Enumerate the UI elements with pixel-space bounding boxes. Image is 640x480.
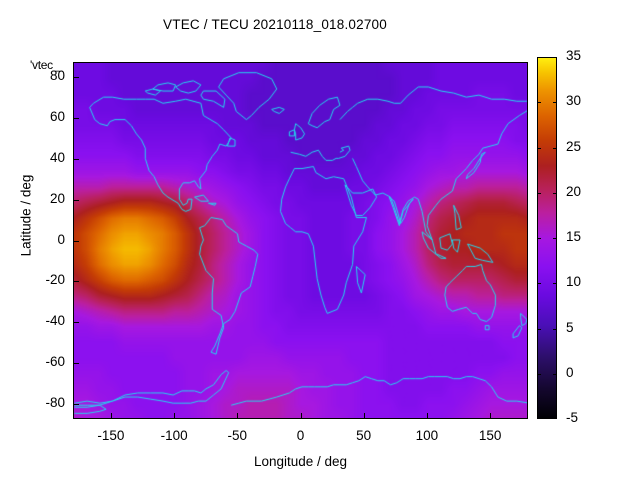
colorbar-tick-mark (537, 374, 541, 375)
x-tick-label: -100 (160, 428, 188, 443)
y-tick-mark (73, 241, 79, 242)
page-title: VTEC / TECU 20210118_018.02700 (163, 17, 387, 32)
colorbar-tick-mark (537, 102, 541, 103)
colorbar-tick-label: 20 (566, 183, 582, 199)
x-axis-label: Longitude / deg (253, 454, 348, 469)
plot-area (73, 62, 528, 419)
y-tick-mark (73, 118, 79, 119)
colorbar-tick-mark (553, 102, 557, 103)
colorbar-tick-mark (537, 193, 541, 194)
y-tick-label: 0 (57, 231, 65, 247)
colorbar-tick-mark (553, 193, 557, 194)
colorbar-gradient (538, 58, 556, 418)
y-axis-label: Latitude / deg (18, 174, 34, 257)
colorbar-tick-mark (537, 283, 541, 284)
colorbar-tick-mark (553, 238, 557, 239)
colorbar-tick-label: -5 (566, 410, 579, 425)
colorbar-tick-mark (537, 57, 541, 58)
colorbar-tick-label: 25 (566, 138, 582, 154)
y-tick-mark (73, 404, 79, 405)
colorbar-tick-label: 0 (566, 364, 574, 380)
colorbar-tick-label: 10 (566, 274, 582, 290)
y-tick-label: 60 (49, 109, 65, 125)
y-tick-mark (73, 200, 79, 201)
y-tick-label: -60 (45, 353, 65, 369)
colorbar-tick-label: 15 (566, 229, 582, 244)
x-tick-mark (427, 413, 428, 419)
y-tick-label: -80 (45, 394, 65, 410)
x-tick-mark (111, 413, 112, 419)
colorbar-tick-label: 35 (566, 48, 582, 63)
colorbar-tick-mark (537, 148, 541, 149)
colorbar-tick-mark (537, 238, 541, 239)
x-tick-label: 150 (478, 428, 502, 443)
y-tick-label: 80 (49, 68, 65, 84)
y-tick-mark (73, 77, 79, 78)
y-tick-label: 40 (49, 149, 65, 165)
stray-key-label: 'vtec_ (30, 58, 60, 72)
colorbar-tick-mark (553, 148, 557, 149)
x-tick-label: 0 (296, 428, 305, 443)
x-tick-mark (237, 413, 238, 419)
colorbar-tick-mark (553, 329, 557, 330)
coastline-overlay (74, 63, 527, 418)
y-tick-label: -40 (45, 313, 65, 329)
colorbar-tick-mark (553, 283, 557, 284)
colorbar-tick-mark (553, 374, 557, 375)
x-tick-label: -150 (97, 428, 125, 443)
colorbar-tick-mark (553, 418, 557, 419)
colorbar-tick-label: 5 (566, 319, 574, 335)
colorbar-tick-mark (537, 329, 541, 330)
colorbar-tick-mark (537, 418, 541, 419)
x-tick-label: 50 (356, 428, 372, 443)
y-tick-mark (73, 281, 79, 282)
y-tick-mark (73, 159, 79, 160)
x-tick-mark (364, 413, 365, 419)
y-tick-label: -20 (45, 272, 65, 288)
x-tick-mark (490, 413, 491, 419)
colorbar-tick-mark (553, 57, 557, 58)
y-tick-mark (73, 322, 79, 323)
colorbar-tick-label: 30 (566, 93, 582, 109)
x-tick-label: -50 (227, 428, 248, 443)
x-tick-mark (174, 413, 175, 419)
y-tick-mark (73, 363, 79, 364)
x-tick-label: 100 (415, 428, 439, 443)
y-tick-label: 20 (49, 190, 65, 206)
x-tick-mark (301, 413, 302, 419)
